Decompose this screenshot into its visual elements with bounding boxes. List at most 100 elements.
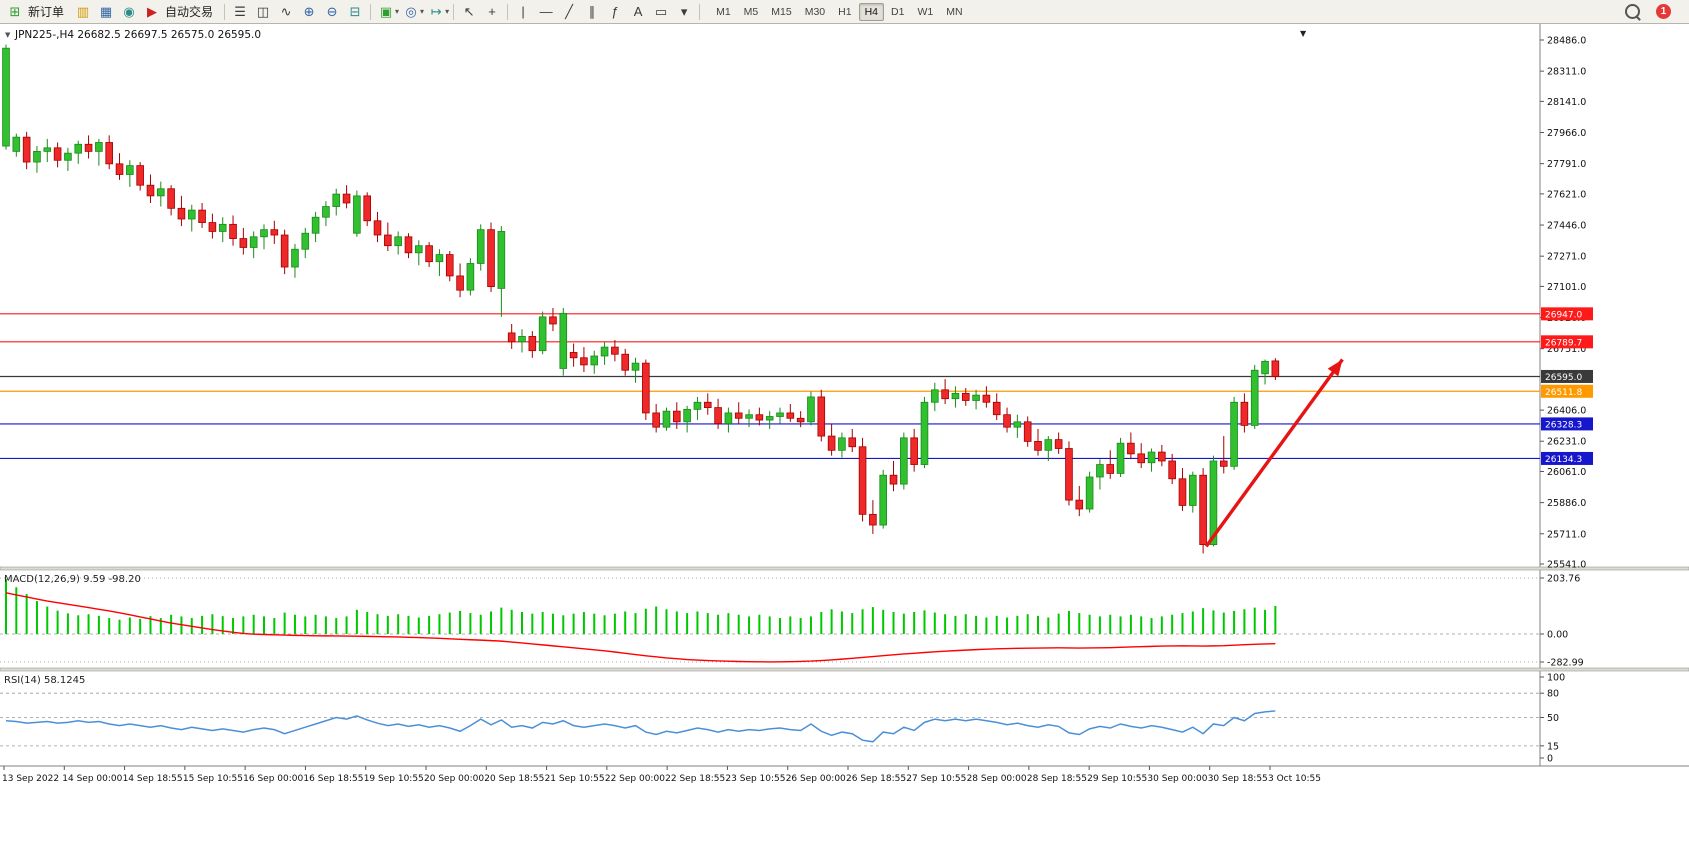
timeframe-mn[interactable]: MN bbox=[940, 3, 968, 21]
price-axis-label: 28311.0 bbox=[1547, 67, 1586, 78]
candle-body bbox=[239, 238, 248, 248]
candle-body bbox=[528, 336, 537, 352]
tile-windows-icon[interactable]: ⊟ bbox=[349, 4, 361, 19]
alerts-icon[interactable]: ◉ bbox=[123, 4, 135, 19]
candle-body bbox=[476, 229, 485, 264]
candle-body bbox=[910, 437, 918, 465]
price-axis-label: 25711.0 bbox=[1547, 529, 1586, 540]
zoom-in-icon[interactable]: ⊕ bbox=[303, 4, 315, 19]
chart-shift-dropdown-icon[interactable]: ▾ bbox=[445, 7, 450, 16]
cursor-icon[interactable]: ↖ bbox=[463, 4, 475, 19]
timeframe-m5[interactable]: M5 bbox=[738, 3, 765, 21]
rsi-panel: 100 80 50 15 0 RSI(14) 58.1245 bbox=[0, 673, 1565, 765]
channel-icon[interactable]: ∥ bbox=[588, 4, 596, 19]
trend-arrow[interactable] bbox=[1204, 358, 1344, 548]
fibonacci-icon[interactable]: ƒ bbox=[611, 4, 619, 19]
text-label-icon[interactable]: ▭ bbox=[654, 4, 668, 19]
new-chart-dropdown-icon[interactable]: ▾ bbox=[395, 7, 400, 16]
price-badge: 26134.3 bbox=[1541, 451, 1593, 465]
candle-body bbox=[920, 401, 929, 465]
zoom-out-icon[interactable]: ⊖ bbox=[326, 4, 338, 19]
time-axis-label: 28 Sep 18:55 bbox=[1027, 774, 1087, 784]
navigator-icon[interactable]: ◎ bbox=[405, 4, 417, 19]
timeframe-d1[interactable]: D1 bbox=[885, 3, 910, 21]
candle-body bbox=[827, 435, 836, 451]
macd-scale-label: 0.00 bbox=[1547, 630, 1568, 641]
auto-trading-icon[interactable]: ▶ bbox=[147, 4, 158, 19]
search-icon[interactable] bbox=[1625, 4, 1640, 19]
rsi-scale-label: 100 bbox=[1547, 673, 1565, 684]
new-order-icon[interactable]: ⊞ bbox=[9, 4, 21, 19]
candle-body bbox=[549, 316, 557, 325]
toolbar-separator bbox=[507, 3, 509, 20]
candle-body bbox=[611, 346, 619, 355]
time-axis-label: 30 Sep 00:00 bbox=[1147, 774, 1207, 784]
timeframe-h4[interactable]: H4 bbox=[858, 2, 885, 21]
chart-shift-icon[interactable]: ↦ bbox=[430, 4, 442, 19]
candle-body bbox=[879, 474, 887, 526]
candle-body bbox=[22, 136, 31, 163]
time-axis-label: 28 Sep 00:00 bbox=[967, 774, 1027, 784]
chart-collapse-icon[interactable]: ▼ bbox=[5, 31, 11, 39]
price-axis-label: 27621.0 bbox=[1547, 189, 1586, 200]
vertical-line-icon[interactable]: | bbox=[521, 4, 525, 19]
price-badge: 26789.7 bbox=[1541, 335, 1593, 349]
new-order-label[interactable]: 新订单 bbox=[28, 5, 65, 19]
price-axis-label: 26751.0 bbox=[1547, 344, 1586, 355]
candle-body bbox=[972, 394, 980, 401]
rsi-scale-label: 50 bbox=[1547, 713, 1559, 724]
timeframe-m15[interactable]: M15 bbox=[765, 3, 797, 21]
timeframe-m1[interactable]: M1 bbox=[710, 3, 737, 21]
data-window-icon[interactable]: ▦ bbox=[99, 4, 113, 19]
toolbar-separator bbox=[699, 3, 701, 20]
candle-body bbox=[538, 316, 547, 352]
new-chart-icon[interactable]: ▣ bbox=[379, 4, 393, 19]
candle-body bbox=[1168, 460, 1176, 480]
bar-chart-icon[interactable]: ☰ bbox=[234, 4, 246, 19]
candle-body bbox=[1271, 360, 1280, 377]
notification-badge[interactable]: 1 bbox=[1656, 4, 1671, 19]
chart-menu-icon[interactable]: ▼ bbox=[1300, 29, 1307, 38]
panel-splitter[interactable] bbox=[0, 566, 1689, 571]
horizontal-line-icon[interactable]: — bbox=[539, 4, 553, 19]
candle-body bbox=[322, 206, 330, 218]
candle-body bbox=[487, 229, 495, 288]
price-chart[interactable]: 28486.0 28311.0 28141.0 27966.0 27791.0 27621… bbox=[0, 24, 1689, 853]
candle-body bbox=[1137, 453, 1146, 464]
candle-body bbox=[187, 209, 196, 220]
text-icon[interactable]: A bbox=[633, 4, 643, 19]
time-axis-label: 19 Sep 10:55 bbox=[364, 774, 424, 784]
time-axis-label: 14 Sep 00:00 bbox=[62, 774, 122, 784]
crosshair-icon[interactable]: + bbox=[488, 4, 496, 19]
candle-body bbox=[84, 143, 93, 152]
toolbar-separator bbox=[453, 3, 455, 20]
macd-scale-label: 203.76 bbox=[1547, 574, 1580, 585]
time-axis-label: 29 Sep 10:55 bbox=[1087, 774, 1147, 784]
rsi-scale-label: 80 bbox=[1547, 689, 1559, 700]
time-axis-label: 21 Sep 10:55 bbox=[545, 774, 605, 784]
candle-body bbox=[642, 362, 650, 414]
macd-panel: 203.76 0.00 -282.99 MACD(12,26,9) 9.59 -98.… bbox=[0, 574, 1584, 669]
timeframe-m30[interactable]: M30 bbox=[799, 3, 831, 21]
auto-trading-label[interactable]: 自动交易 bbox=[165, 5, 214, 19]
trendline-icon[interactable]: ╱ bbox=[565, 4, 573, 19]
shapes-icon[interactable]: ▾ bbox=[680, 4, 688, 19]
candle-body bbox=[838, 437, 846, 451]
candle-body bbox=[53, 147, 62, 161]
timeframe-h1[interactable]: H1 bbox=[832, 3, 857, 21]
svg-text:26789.7: 26789.7 bbox=[1545, 338, 1582, 348]
candle-body bbox=[497, 231, 506, 289]
navigator-dropdown-icon[interactable]: ▾ bbox=[420, 7, 425, 16]
line-chart-icon[interactable]: ∿ bbox=[280, 4, 292, 19]
candle-body bbox=[1023, 421, 1032, 442]
candlesticks bbox=[2, 44, 1280, 554]
candle-body bbox=[869, 513, 877, 526]
time-axis-label: 20 Sep 18:55 bbox=[484, 774, 544, 784]
candlestick-chart-icon[interactable]: ◫ bbox=[256, 4, 270, 19]
candle-body bbox=[373, 220, 382, 236]
timeframe-w1[interactable]: W1 bbox=[911, 3, 939, 21]
time-axis: 13 Sep 2022 14 Sep 00:00 14 Sep 18:55 15 Se… bbox=[2, 766, 1321, 784]
chart-window: 28486.0 28311.0 28141.0 27966.0 27791.0 27621… bbox=[0, 24, 1689, 853]
panel-splitter[interactable] bbox=[0, 667, 1689, 672]
market-watch-icon[interactable]: ▥ bbox=[76, 4, 90, 19]
